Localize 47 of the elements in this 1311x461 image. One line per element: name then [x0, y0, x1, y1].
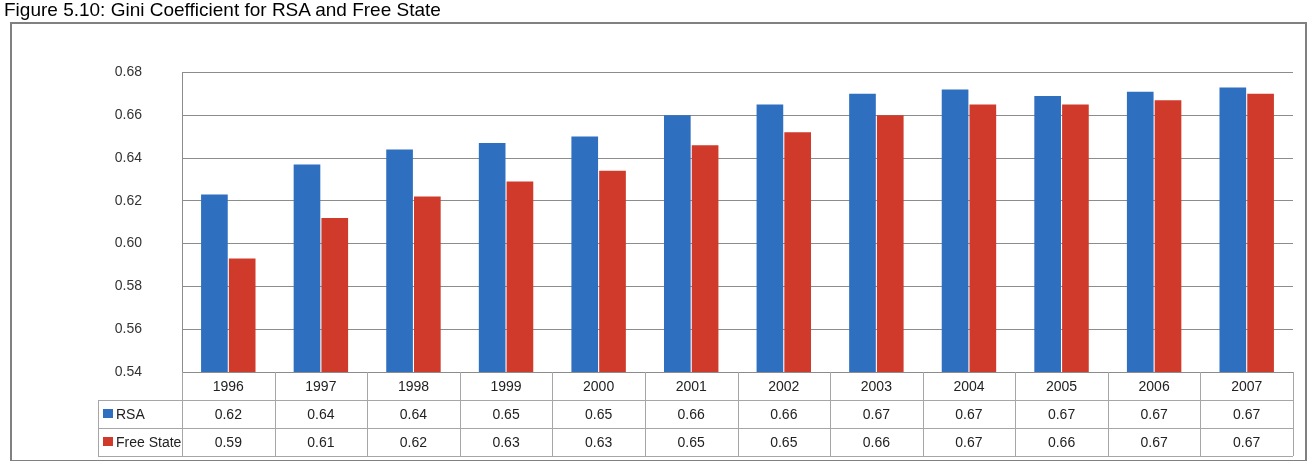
data-label: 0.62 [399, 433, 428, 450]
data-label: 0.65 [770, 433, 798, 450]
data-label: 0.63 [492, 433, 520, 450]
y-tick-label: 0.64 [114, 148, 143, 165]
y-tick-label: 0.58 [114, 277, 143, 294]
data-label: 0.65 [585, 405, 613, 422]
x-tick-label: 1997 [305, 377, 337, 394]
data-label: 0.67 [1140, 405, 1168, 422]
x-tick-label: 2006 [1138, 377, 1170, 394]
x-tick-label: 2005 [1045, 377, 1078, 394]
data-label: 0.62 [214, 405, 243, 422]
legend-label: RSA [116, 405, 146, 422]
y-tick-label: 0.60 [114, 234, 143, 251]
data-label: 0.63 [585, 433, 613, 450]
data-label: 0.65 [677, 433, 706, 450]
chart-title: Figure 5.10: Gini Coefficient for RSA and Free State [4, 0, 441, 20]
x-tick-label: 1996 [212, 377, 245, 394]
x-tick-label: 2004 [953, 377, 985, 394]
x-tick-label: 2003 [860, 377, 893, 394]
legend-label: Free State [116, 433, 182, 450]
data-label: 0.61 [307, 433, 335, 450]
data-label: 0.59 [214, 433, 243, 450]
data-label: 0.66 [1047, 433, 1076, 450]
x-tick-label: 2002 [768, 377, 800, 394]
data-label: 0.67 [1140, 433, 1168, 450]
data-label: 0.64 [307, 405, 335, 422]
x-tick-label: 1998 [397, 377, 430, 394]
data-label: 0.67 [1233, 405, 1261, 422]
data-label: 0.67 [862, 405, 891, 422]
data-label: 0.66 [770, 405, 798, 422]
y-tick-label: 0.54 [114, 362, 143, 379]
y-tick-label: 0.56 [114, 320, 143, 337]
x-tick-label: 1999 [490, 377, 522, 394]
data-label: 0.66 [677, 405, 706, 422]
data-label: 0.67 [955, 433, 983, 450]
data-label: 0.67 [1047, 405, 1076, 422]
data-label: 0.67 [1233, 433, 1261, 450]
data-label: 0.66 [862, 433, 891, 450]
x-tick-label: 2001 [675, 377, 707, 394]
y-tick-label: 0.68 [114, 63, 143, 80]
data-label: 0.65 [492, 405, 520, 422]
y-tick-label: 0.66 [114, 106, 143, 123]
data-label: 0.64 [399, 405, 428, 422]
x-tick-label: 2007 [1231, 377, 1263, 394]
x-tick-label: 2000 [583, 377, 615, 394]
data-label: 0.67 [955, 405, 983, 422]
y-tick-label: 0.62 [114, 191, 143, 208]
